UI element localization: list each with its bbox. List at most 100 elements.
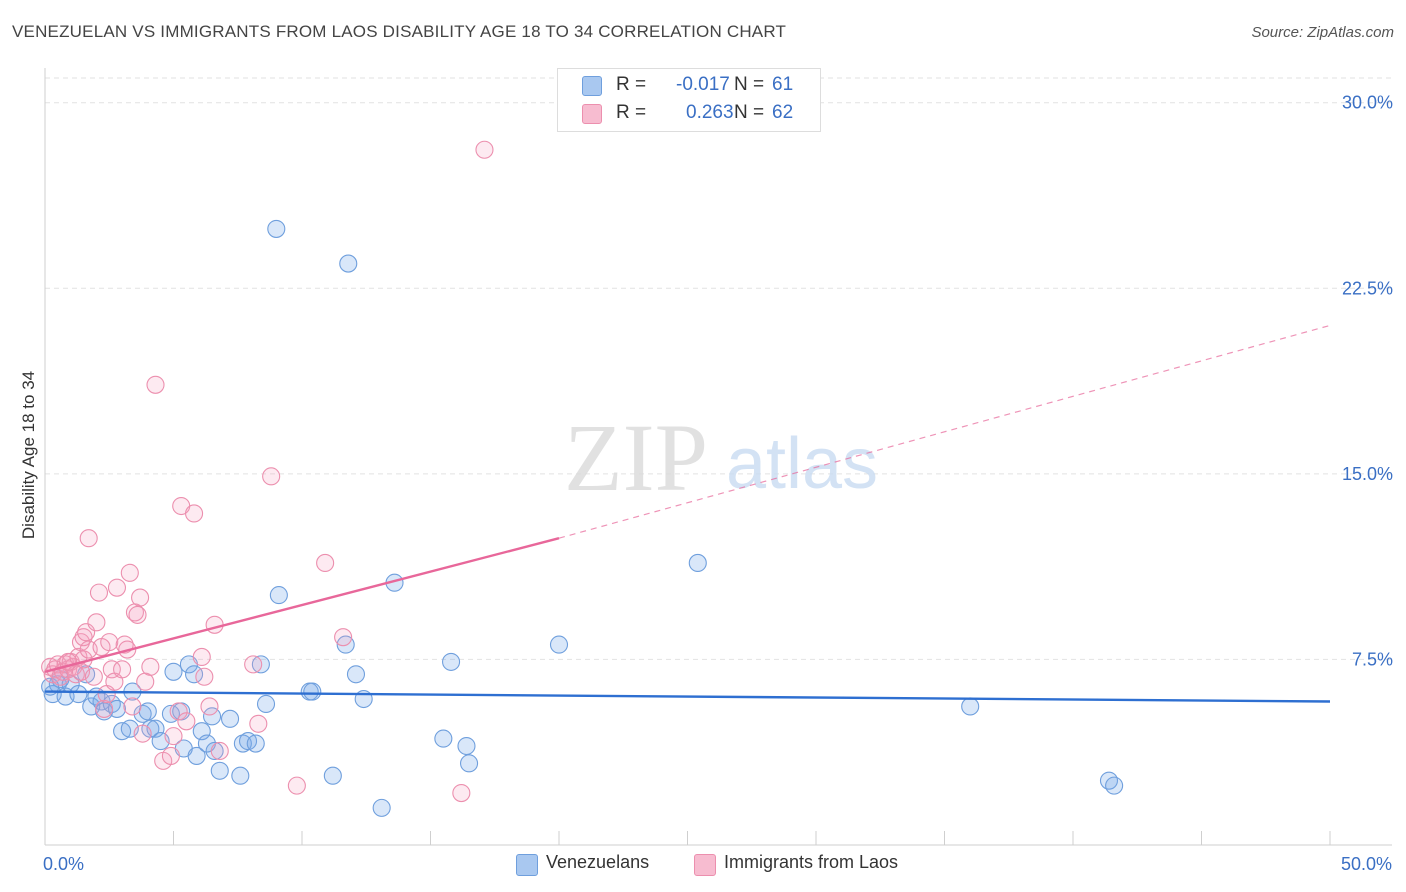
trend-line-laos-extension [558, 324, 1331, 539]
y-axis-label: Disability Age 18 to 34 [19, 371, 38, 539]
point-venezuelans [346, 665, 366, 684]
point-laos [131, 588, 150, 607]
point-venezuelans [434, 729, 453, 748]
point-laos [205, 615, 224, 634]
trend-line-venezuelans [44, 690, 1331, 703]
point-venezuelans [256, 694, 276, 714]
correlation-legend: R = -0.017 N = 61 R = 0.263 N = 62 [557, 68, 821, 132]
trend-lines [44, 324, 1331, 703]
point-venezuelans [187, 746, 206, 765]
points-layer [41, 140, 1124, 817]
point-laos [177, 712, 196, 731]
point-venezuelans [459, 754, 479, 773]
axes [44, 68, 1392, 846]
point-venezuelans [549, 635, 569, 654]
point-laos [475, 140, 494, 159]
legend-label-laos: Immigrants from Laos [724, 852, 899, 872]
point-laos [113, 660, 132, 679]
point-venezuelans [442, 652, 461, 671]
point-laos [141, 657, 160, 676]
point-laos [334, 628, 353, 647]
source-label: Source: ZipAtlas.com [1251, 24, 1394, 41]
legend-r-label: R = [616, 74, 647, 95]
point-laos [123, 697, 142, 716]
legend-r-value: -0.017 [676, 74, 730, 95]
point-laos [185, 504, 204, 523]
point-venezuelans [323, 766, 342, 785]
legend-swatch-blue [516, 854, 538, 876]
point-laos [200, 697, 219, 716]
y-tick-label: 15.0% [1342, 464, 1393, 484]
point-laos [210, 741, 229, 761]
y-tick-label: 22.5% [1342, 278, 1393, 298]
point-venezuelans [233, 734, 252, 753]
point-laos [107, 578, 127, 597]
tick-labels: 7.5% 15.0% 22.5% 30.0% 0.0% 50.0% [43, 93, 1393, 874]
gridlines [45, 77, 1392, 660]
trend-line-laos [44, 537, 560, 673]
point-venezuelans [164, 662, 183, 681]
legend-r-value: 0.263 [686, 102, 734, 123]
point-venezuelans [269, 586, 288, 605]
y-tick-label: 7.5% [1352, 649, 1393, 669]
point-venezuelans [133, 704, 152, 723]
chart-title: VENEZUELAN VS IMMIGRANTS FROM LAOS DISAB… [12, 22, 787, 41]
point-laos [192, 647, 211, 667]
point-laos [79, 529, 98, 548]
point-venezuelans [372, 798, 391, 817]
point-venezuelans [336, 635, 355, 654]
point-venezuelans [231, 766, 250, 785]
point-laos [100, 633, 119, 652]
point-laos [95, 699, 114, 718]
legend-label-venezuelans: Venezuelans [546, 852, 650, 872]
point-laos [195, 667, 214, 686]
point-laos [164, 727, 183, 746]
y-tick-label: 30.0% [1342, 93, 1393, 113]
point-venezuelans [210, 761, 229, 780]
point-venezuelans [1099, 771, 1119, 790]
watermark-zip: ZIP [564, 404, 708, 511]
point-laos [89, 583, 109, 602]
x-tick-label: 50.0% [1341, 854, 1392, 874]
point-venezuelans [457, 736, 476, 756]
point-laos [169, 702, 188, 721]
legend-n-value: 62 [772, 102, 794, 123]
legend-n-value: 61 [772, 74, 794, 95]
x-tick-label: 0.0% [43, 854, 84, 874]
watermark-atlas: atlas [726, 424, 878, 504]
point-venezuelans [1105, 776, 1124, 795]
point-laos [87, 613, 106, 632]
point-venezuelans [220, 709, 240, 728]
point-laos [120, 563, 139, 582]
point-venezuelans [69, 685, 88, 704]
legend-r-label: R = [616, 102, 647, 123]
point-laos [287, 776, 306, 795]
point-laos [133, 724, 152, 743]
point-laos [316, 553, 335, 572]
point-venezuelans [205, 741, 224, 761]
legend-n-label: N = [734, 74, 765, 95]
point-laos [262, 467, 281, 486]
point-laos [161, 746, 180, 765]
point-venezuelans [961, 697, 980, 716]
point-venezuelans [303, 682, 322, 701]
point-venezuelans [339, 254, 358, 273]
point-venezuelans [251, 655, 270, 674]
legend-swatch-blue [582, 76, 602, 96]
point-venezuelans [688, 553, 707, 572]
point-venezuelans [246, 734, 265, 753]
point-laos [84, 667, 103, 686]
point-laos [128, 605, 147, 624]
legend-swatch-pink [582, 104, 602, 124]
point-venezuelans [138, 702, 157, 721]
point-laos [452, 783, 471, 803]
legend-swatch-pink [694, 854, 716, 876]
point-venezuelans [267, 219, 286, 238]
point-laos [244, 655, 263, 674]
point-laos [146, 375, 165, 394]
point-laos [71, 633, 91, 652]
point-venezuelans [107, 699, 127, 718]
legend-n-label: N = [734, 102, 765, 123]
point-laos [249, 714, 268, 733]
